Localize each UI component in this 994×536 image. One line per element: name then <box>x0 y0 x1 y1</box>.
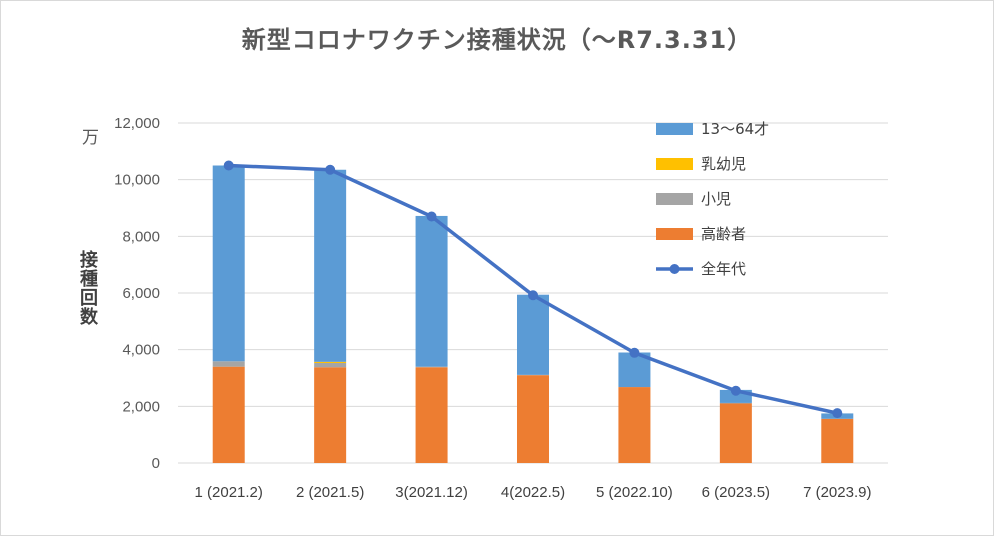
x-tick-label: 7 (2023.9) <box>803 484 871 501</box>
bar-segment <box>415 215 448 367</box>
y-tick-label: 10,000 <box>114 172 160 189</box>
x-tick-label: 1 (2021.2) <box>195 484 263 501</box>
y-axis-label: 接種回数 <box>77 250 98 326</box>
bar-segment <box>821 418 854 463</box>
bar-segment <box>517 375 549 463</box>
legend-swatch <box>656 228 693 240</box>
line-point <box>528 290 538 301</box>
bar-segment <box>415 366 448 368</box>
bar-segment <box>314 361 347 363</box>
x-tick-label: 6 (2023.5) <box>702 484 770 501</box>
legend-marker <box>669 264 680 274</box>
bar-segment <box>212 366 245 463</box>
line-point <box>426 211 437 222</box>
y-tick-label: 6,000 <box>122 285 160 302</box>
line-point <box>629 347 640 358</box>
legend-label: 13～64才 <box>701 120 769 138</box>
bar-segment <box>719 403 752 463</box>
legend-label: 乳幼児 <box>701 155 746 173</box>
bar-segment <box>618 387 651 463</box>
y-tick-label: 4,000 <box>122 342 160 359</box>
bar-segment <box>415 367 448 463</box>
bar-segment <box>212 361 245 367</box>
y-tick-label: 0 <box>152 455 160 472</box>
chart-title: 新型コロナワクチン接種状況（～R7.3.31） <box>241 26 753 54</box>
legend-label: 小児 <box>701 190 731 208</box>
unit-label: 万 <box>78 128 98 145</box>
legend-label: 全年代 <box>701 260 746 278</box>
bar-segment <box>212 165 245 362</box>
bar-segment <box>314 367 347 463</box>
x-tick-label: 3(2021.12) <box>395 484 468 501</box>
x-tick-label: 4(2022.5) <box>501 484 565 501</box>
legend-swatch <box>656 158 693 170</box>
x-tick-label: 5 (2022.10) <box>596 484 673 501</box>
line-point <box>325 164 336 175</box>
y-tick-label: 12,000 <box>114 115 160 132</box>
line-point <box>832 408 843 419</box>
x-tick-label: 2 (2021.5) <box>296 484 364 501</box>
legend-label: 高齢者 <box>701 225 746 243</box>
line-point <box>223 160 234 171</box>
bar-segment <box>314 169 347 362</box>
y-tick-label: 8,000 <box>122 228 160 245</box>
bar-segment <box>314 362 347 368</box>
line-point <box>730 385 741 396</box>
legend-swatch <box>656 123 693 135</box>
legend-swatch <box>656 193 693 205</box>
y-tick-label: 2,000 <box>122 398 160 415</box>
bar-segment <box>719 402 752 404</box>
bar-segment <box>517 294 549 375</box>
